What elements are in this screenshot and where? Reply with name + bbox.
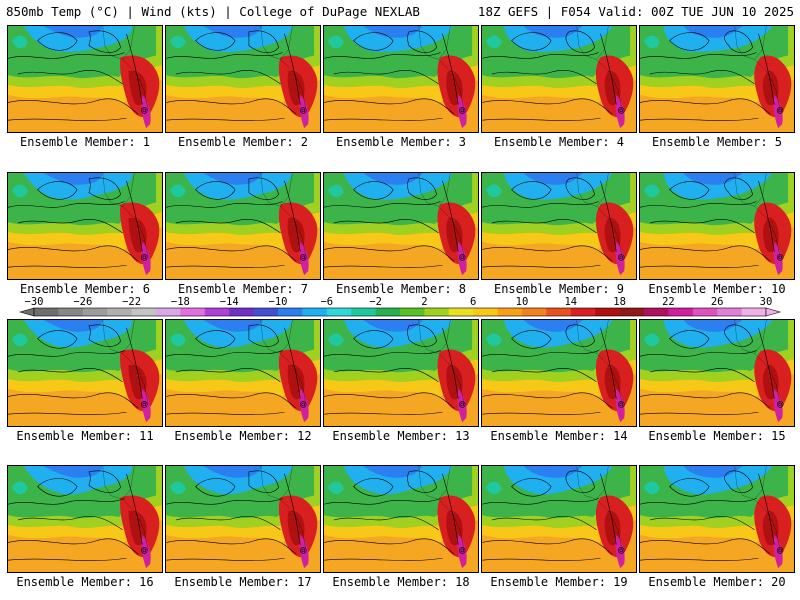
ensemble-map-19[interactable] xyxy=(481,465,637,573)
temperature-colorbar: −30−26−22−18−14−10−6−2261014182226303438… xyxy=(0,296,800,322)
colorbar-swatch xyxy=(375,308,401,316)
colorbar-swatch xyxy=(253,308,279,316)
ensemble-map-14[interactable] xyxy=(481,319,637,427)
colorbar-max-arrow xyxy=(765,307,782,317)
ensemble-member-label: Ensemble Member: 7 xyxy=(177,282,309,296)
colorbar-swatch xyxy=(668,308,694,316)
colorbar-swatch xyxy=(644,308,669,316)
colorbar-swatch xyxy=(131,308,157,316)
ensemble-map-11[interactable] xyxy=(7,319,163,427)
ensemble-map-6[interactable] xyxy=(7,172,163,280)
colorbar-swatch xyxy=(619,308,645,316)
colorbar-swatch xyxy=(302,308,328,316)
ensemble-map-17[interactable] xyxy=(165,465,321,573)
colorbar-tick-label: 10 xyxy=(516,296,529,308)
ensemble-member-label: Ensemble Member: 13 xyxy=(332,429,470,443)
ensemble-map-15[interactable] xyxy=(639,319,795,427)
ensemble-map-20[interactable] xyxy=(639,465,795,573)
colorbar-tick-label: 30 xyxy=(760,296,773,308)
ensemble-map-3[interactable] xyxy=(323,25,479,133)
colorbar-min-arrow xyxy=(18,307,35,317)
ensemble-member-label: Ensemble Member: 6 xyxy=(19,282,151,296)
colorbar-swatch xyxy=(473,308,499,316)
ensemble-map-2[interactable] xyxy=(165,25,321,133)
colorbar-tick-label: −10 xyxy=(269,296,288,308)
ensemble-map-13[interactable] xyxy=(323,319,479,427)
colorbar-tick-label: −6 xyxy=(320,296,333,308)
colorbar-tick-label: −14 xyxy=(220,296,239,308)
product-title: 850mb Temp (°C) | Wind (kts) | College o… xyxy=(6,4,420,19)
colorbar-swatch xyxy=(400,308,425,316)
colorbar-tick-label: −2 xyxy=(369,296,382,308)
colorbar-tick-label: −22 xyxy=(122,296,141,308)
colorbar-swatch xyxy=(278,308,303,316)
colorbar-swatch xyxy=(156,308,181,316)
colorbar-swatch xyxy=(717,308,743,316)
ensemble-map-18[interactable] xyxy=(323,465,479,573)
ensemble-member-label: Ensemble Member: 15 xyxy=(648,429,786,443)
ensemble-member-label: Ensemble Member: 9 xyxy=(493,282,625,296)
ensemble-member-label: Ensemble Member: 17 xyxy=(174,575,312,589)
header: 850mb Temp (°C) | Wind (kts) | College o… xyxy=(0,0,800,22)
ensemble-map-16[interactable] xyxy=(7,465,163,573)
colorbar-swatch xyxy=(448,308,474,316)
ensemble-member-label: Ensemble Member: 11 xyxy=(16,429,154,443)
ensemble-map-12[interactable] xyxy=(165,319,321,427)
ensemble-member-label: Ensemble Member: 16 xyxy=(16,575,154,589)
ensemble-member-label: Ensemble Member: 19 xyxy=(490,575,628,589)
colorbar-tick-label: −30 xyxy=(25,296,44,308)
colorbar-swatch xyxy=(424,308,450,316)
colorbar-swatch xyxy=(522,308,547,316)
ensemble-member-label: Ensemble Member: 10 xyxy=(648,282,786,296)
ensemble-member-label: Ensemble Member: 18 xyxy=(332,575,470,589)
ensemble-map-9[interactable] xyxy=(481,172,637,280)
colorbar-swatch xyxy=(82,308,108,316)
ensemble-member-label: Ensemble Member: 20 xyxy=(648,575,786,589)
run-valid-time: 18Z GEFS | F054 Valid: 00Z TUE JUN 10 20… xyxy=(477,4,794,19)
ensemble-member-label: Ensemble Member: 1 xyxy=(19,135,151,149)
colorbar-tick-label: 2 xyxy=(421,296,427,308)
ensemble-member-label: Ensemble Member: 5 xyxy=(651,135,783,149)
colorbar-swatch xyxy=(741,308,767,316)
ensemble-map-8[interactable] xyxy=(323,172,479,280)
colorbar-tick-label: 22 xyxy=(662,296,675,308)
ensemble-map-4[interactable] xyxy=(481,25,637,133)
ensemble-member-label: Ensemble Member: 12 xyxy=(174,429,312,443)
colorbar-swatch xyxy=(546,308,572,316)
colorbar-swatch xyxy=(595,308,621,316)
colorbar-graphic: −30−26−22−18−14−10−6−2261014182226303438… xyxy=(18,296,782,317)
colorbar-swatch xyxy=(34,308,59,316)
ensemble-member-label: Ensemble Member: 8 xyxy=(335,282,467,296)
colorbar-swatch xyxy=(570,308,596,316)
colorbar-tick-label: −26 xyxy=(73,296,92,308)
colorbar-swatch xyxy=(58,308,84,316)
colorbar-swatch xyxy=(497,308,523,316)
colorbar-swatch xyxy=(229,308,255,316)
colorbar-tick-label: 26 xyxy=(711,296,724,308)
colorbar-swatch xyxy=(204,308,230,316)
ensemble-member-label: Ensemble Member: 3 xyxy=(335,135,467,149)
colorbar-swatch xyxy=(692,308,718,316)
ensemble-member-label: Ensemble Member: 14 xyxy=(490,429,628,443)
ensemble-map-10[interactable] xyxy=(639,172,795,280)
colorbar-tick-label: 18 xyxy=(613,296,626,308)
colorbar-swatch xyxy=(326,308,352,316)
ensemble-map-5[interactable] xyxy=(639,25,795,133)
colorbar-swatch xyxy=(351,308,377,316)
colorbar-swatch xyxy=(107,308,133,316)
colorbar-tick-label: 14 xyxy=(564,296,577,308)
ensemble-member-label: Ensemble Member: 4 xyxy=(493,135,625,149)
ensemble-member-label: Ensemble Member: 2 xyxy=(177,135,309,149)
colorbar-swatch xyxy=(180,308,206,316)
colorbar-tick-label: −18 xyxy=(171,296,190,308)
ensemble-map-7[interactable] xyxy=(165,172,321,280)
colorbar-tick-label: 6 xyxy=(470,296,476,308)
ensemble-map-1[interactable] xyxy=(7,25,163,133)
